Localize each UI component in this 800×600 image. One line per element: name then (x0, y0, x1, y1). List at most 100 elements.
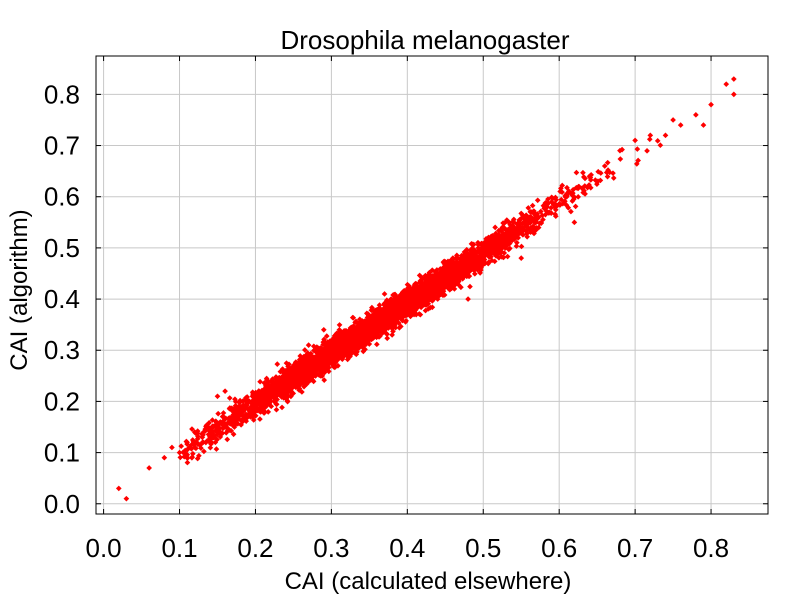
data-point (282, 377, 289, 384)
data-point (381, 325, 388, 331)
data-point (389, 332, 395, 338)
data-point (559, 200, 566, 207)
data-point (548, 204, 554, 211)
data-point (505, 233, 512, 240)
data-point (334, 354, 341, 361)
data-point (285, 363, 291, 370)
data-point (632, 137, 638, 144)
data-point (444, 266, 451, 272)
data-point (495, 239, 502, 246)
data-point (579, 185, 585, 192)
data-point (497, 227, 504, 234)
data-point (486, 238, 493, 244)
data-point (252, 393, 259, 400)
data-point (423, 277, 429, 284)
data-point (465, 296, 471, 302)
data-point (647, 132, 654, 139)
data-point (321, 377, 328, 383)
data-point (538, 219, 544, 226)
y-tick-label: 0.6 (44, 182, 80, 212)
data-point (488, 233, 494, 240)
data-point (548, 199, 555, 205)
data-point (346, 327, 352, 334)
data-point (617, 147, 623, 154)
data-point (455, 281, 462, 288)
data-point (178, 443, 185, 449)
data-point (351, 329, 358, 336)
data-point (376, 306, 382, 312)
data-point (190, 450, 196, 457)
data-point (351, 349, 358, 356)
y-tick-label: 0.4 (44, 284, 80, 314)
data-point (177, 454, 184, 461)
data-point (677, 122, 684, 128)
data-point (358, 335, 365, 342)
data-point (220, 410, 227, 416)
data-point (232, 398, 239, 405)
data-point (298, 378, 304, 384)
data-point (267, 394, 274, 401)
data-point (320, 326, 327, 333)
data-point (491, 258, 498, 265)
data-point (283, 367, 289, 374)
data-point (419, 275, 426, 282)
data-point (563, 193, 570, 200)
data-point (288, 380, 295, 386)
data-point (445, 273, 452, 279)
data-point (310, 373, 317, 379)
data-point (343, 347, 350, 354)
data-point (274, 361, 281, 367)
data-point (534, 197, 541, 204)
data-point (260, 388, 266, 394)
y-tick-label: 0.5 (44, 233, 80, 263)
data-point (272, 392, 278, 398)
data-point (215, 410, 222, 417)
data-point (498, 245, 504, 252)
data-point (497, 235, 504, 242)
data-point (340, 341, 347, 347)
data-point (571, 219, 578, 226)
data-point (385, 300, 392, 307)
data-point (506, 245, 513, 252)
data-point (293, 377, 299, 384)
data-point (375, 329, 382, 336)
data-point (390, 317, 397, 324)
data-point (200, 439, 207, 446)
data-point (367, 316, 373, 323)
data-point (508, 224, 514, 230)
y-tick-label: 0.3 (44, 335, 80, 365)
data-point (548, 210, 555, 217)
data-point (520, 214, 526, 220)
data-point (570, 186, 577, 193)
chart-title: Drosophila melanogaster (280, 25, 569, 55)
data-point (400, 303, 407, 310)
data-point (450, 255, 456, 261)
data-point (731, 76, 737, 82)
data-point (214, 436, 220, 443)
data-point (306, 363, 312, 370)
data-point (286, 372, 292, 379)
data-point (230, 431, 237, 438)
data-point (222, 388, 228, 395)
data-point (646, 136, 653, 143)
data-point (374, 317, 381, 324)
data-point (322, 345, 328, 352)
data-point (176, 449, 183, 456)
data-point (115, 485, 122, 492)
data-point (582, 175, 588, 182)
data-point (392, 324, 399, 331)
data-point (565, 204, 572, 211)
data-point (558, 185, 564, 192)
data-point (422, 307, 429, 314)
data-point (344, 356, 351, 363)
data-point (420, 287, 427, 294)
data-point (482, 244, 489, 251)
data-point (326, 364, 332, 371)
data-point (343, 351, 349, 357)
data-point (302, 347, 308, 353)
data-point (336, 326, 343, 333)
data-point (349, 314, 356, 321)
data-point (533, 214, 540, 221)
data-point (146, 465, 152, 471)
